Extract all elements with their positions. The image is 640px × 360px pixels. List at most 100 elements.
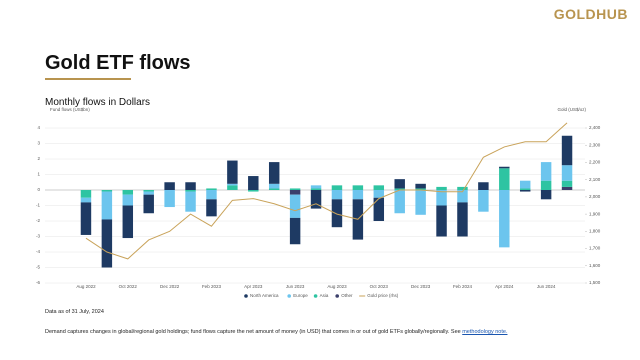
bar-segment <box>436 186 447 190</box>
bar-segment <box>561 135 573 166</box>
gold-price-line <box>85 122 568 260</box>
bar-segment <box>499 166 510 169</box>
x-tick-label: Dec 2022 <box>160 284 180 289</box>
x-tick-label: Jun 2023 <box>286 284 305 289</box>
bar-segment <box>373 185 385 190</box>
legend-label: Other <box>341 293 353 298</box>
bar-segment <box>519 180 531 189</box>
bar-segment <box>310 190 322 209</box>
bar-segment <box>122 205 134 239</box>
bar-segment <box>227 160 238 184</box>
bar-segment <box>415 183 426 189</box>
bar-segment <box>457 186 468 190</box>
legend-swatch <box>244 294 248 298</box>
y-tick-label: 4 <box>37 125 40 130</box>
bar-segment <box>436 205 447 237</box>
bar-segment <box>122 194 134 206</box>
bar-segment <box>143 194 154 214</box>
bar-segment <box>248 190 259 192</box>
bar-segment <box>143 191 154 195</box>
bar-segment <box>331 199 343 228</box>
legend-swatch <box>335 294 340 298</box>
bar-segment <box>164 190 175 208</box>
y-tick-label: -1 <box>36 203 40 208</box>
y-tick-label: -2 <box>36 218 40 223</box>
bar-segment <box>185 191 196 212</box>
bar-segment <box>519 190 531 192</box>
bar-segment <box>540 180 552 190</box>
legend-label: Gold price (rhs) <box>367 293 399 298</box>
bar-segment <box>519 188 531 190</box>
y2-tick-label: 1,800 <box>589 229 601 234</box>
x-tick-label: Oct 2022 <box>119 284 138 289</box>
bar-segment <box>289 194 301 218</box>
title-rule <box>45 78 131 80</box>
y-tick-label: 3 <box>37 141 40 146</box>
date-note: Data as of 31 July, 2024 <box>45 309 104 315</box>
bar-segment <box>143 190 154 192</box>
bar-segment <box>352 185 364 190</box>
description-text: Demand captures changes in global/region… <box>45 329 463 335</box>
y-tick-label: 1 <box>37 172 40 177</box>
bar-segment <box>206 199 217 217</box>
bar-segment <box>540 190 552 200</box>
bar-segment <box>248 176 259 190</box>
bar-segment <box>206 188 217 190</box>
bar-segment <box>206 190 217 200</box>
y-tick-label: -4 <box>36 249 40 254</box>
bar-segment <box>478 182 489 190</box>
bar-segment <box>394 188 405 190</box>
bar-segment <box>185 182 196 190</box>
y2-tick-label: 2,300 <box>589 142 601 147</box>
y2-tick-label: 1,700 <box>589 246 601 251</box>
y-tick-label: 2 <box>37 156 40 161</box>
bar-segment <box>457 202 468 237</box>
y2-tick-label: 2,400 <box>589 125 601 130</box>
bar-segment <box>478 190 489 212</box>
bar-segment <box>561 186 573 190</box>
bar-segment <box>310 185 322 189</box>
bar-segment <box>310 188 322 190</box>
y-tick-label: -6 <box>36 280 40 285</box>
bar-segment <box>415 190 426 215</box>
bar-segment <box>394 179 405 189</box>
chart-subtitle: Monthly flows in Dollars <box>45 97 151 108</box>
description: Demand captures changes in global/region… <box>45 329 605 335</box>
methodology-link[interactable]: methodology note. <box>462 329 508 335</box>
bar-segment <box>268 183 280 189</box>
bar-segment <box>227 183 238 186</box>
logo: GOLDHUB <box>553 6 628 22</box>
bar-segment <box>394 190 405 214</box>
bar-segment <box>436 190 447 206</box>
bar-segment <box>373 190 385 198</box>
x-tick-label: Oct 2023 <box>370 284 389 289</box>
y2-axis-title: Gold (US$/oz) <box>557 107 586 112</box>
bar-segment <box>289 188 301 190</box>
bar-segment <box>289 217 301 245</box>
bar-segment <box>331 190 343 200</box>
y2-tick-label: 1,900 <box>589 211 601 216</box>
y2-tick-label: 2,200 <box>589 160 601 165</box>
bar-segment <box>499 190 510 248</box>
y2-tick-label: 1,600 <box>589 263 601 268</box>
y-tick-label: -5 <box>36 265 40 270</box>
bar-segment <box>499 168 510 190</box>
bar-segment <box>457 190 468 203</box>
bar-segment <box>289 190 301 195</box>
bar-segment <box>227 185 238 190</box>
x-tick-label: Apr 2024 <box>495 284 514 289</box>
y2-tick-label: 1,500 <box>589 280 601 285</box>
legend-swatch <box>287 294 292 298</box>
x-tick-label: Feb 2024 <box>453 284 473 289</box>
bar-segment <box>185 190 196 192</box>
bar-segment <box>540 162 552 181</box>
x-tick-label: Dec 2023 <box>411 284 431 289</box>
legend-label: Europe <box>293 293 308 298</box>
bar-segment <box>561 165 573 181</box>
bar-segment <box>80 197 92 203</box>
bar-segment <box>101 190 113 192</box>
x-tick-label: Feb 2023 <box>202 284 222 289</box>
page-title: Gold ETF flows <box>45 52 191 74</box>
